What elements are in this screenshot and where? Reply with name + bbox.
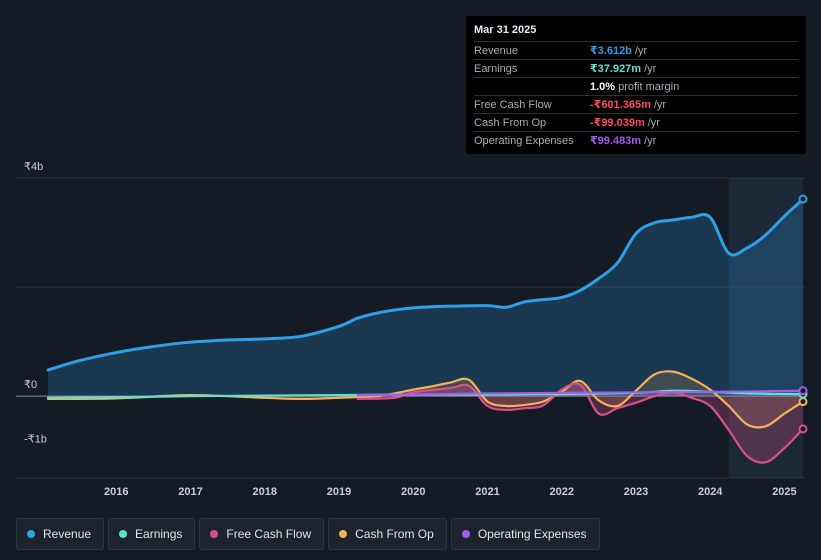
chart: 2016 2017 2018 2019 2020 2021 2022 2023 2024 2025…	[16, 161, 808, 498]
x-tick-label: 2021	[475, 486, 499, 498]
legend-item-earnings[interactable]: Earnings	[108, 518, 196, 550]
x-tick-label: 2025	[772, 486, 796, 498]
legend-item-operating-expenses[interactable]: Operating Expenses	[450, 518, 600, 550]
tooltip-row-value: 1.0%	[590, 80, 616, 93]
tooltip-row-name: Revenue	[474, 44, 519, 57]
tooltip-row-value: ₹37.927m	[590, 63, 642, 75]
tooltip-row-value: -₹99.039m	[590, 117, 645, 129]
tooltip-row-value: -₹601.365m	[590, 99, 651, 111]
tooltip-row-unit: /yr	[644, 134, 657, 147]
x-tick-label: 2023	[624, 486, 648, 498]
y-tick-label: -₹1b	[24, 434, 47, 446]
line-earnings	[46, 389, 805, 399]
tooltip-row: Free Cash Flow -₹601.365m/yr	[474, 95, 798, 113]
legend-dot-icon	[339, 530, 348, 538]
y-tick-label: ₹0	[24, 379, 37, 391]
tooltip-row-unit: /yr	[644, 62, 657, 75]
legend-label: Operating Expenses	[477, 527, 587, 541]
tooltip-row: Revenue ₹3.612b/yr	[474, 41, 798, 59]
tooltip-row-name: Cash From Op	[474, 116, 547, 129]
future-highlight-band	[728, 178, 803, 478]
legend: Revenue Earnings Free Cash Flow Cash From O…	[16, 518, 600, 550]
legend-label: Cash From Op	[355, 527, 434, 541]
x-tick-label: 2016	[104, 486, 128, 498]
tooltip-row-unit: /yr	[634, 44, 648, 57]
legend-label: Earnings	[135, 527, 183, 541]
endpoint-revenue	[798, 194, 808, 204]
tooltip-row-value: ₹3.612b	[590, 45, 632, 57]
area-revenue	[48, 199, 803, 397]
legend-dot-icon	[27, 530, 35, 538]
tooltip-row: Earnings ₹37.927m/yr	[474, 59, 798, 77]
legend-dot-icon	[119, 530, 128, 538]
area-free-cash-flow	[357, 383, 803, 463]
legend-item-free-cash-flow[interactable]: Free Cash Flow	[199, 518, 325, 550]
endpoint-operating-expenses	[798, 386, 808, 396]
tooltip-row-unit: /yr	[647, 116, 660, 129]
x-tick-label: 2019	[327, 486, 351, 498]
line-operating-expenses	[356, 389, 805, 397]
line-cash-from-op	[46, 370, 805, 429]
tooltip-row: 1.0% profit margin	[474, 77, 798, 95]
legend-label: Free Cash Flow	[226, 527, 312, 541]
line-free-cash-flow	[356, 382, 805, 464]
legend-item-revenue[interactable]: Revenue	[16, 518, 105, 550]
legend-dot-icon	[210, 530, 219, 538]
x-tick-label: 2017	[178, 486, 202, 498]
tooltip-row-unit: /yr	[653, 98, 667, 111]
x-tick-label: 2022	[549, 486, 573, 498]
tooltip-row-unit: profit margin	[618, 80, 680, 93]
legend-label: Revenue	[43, 527, 92, 541]
tooltip-row: Operating Expenses ₹99.483m/yr	[474, 131, 798, 149]
tooltip-date: Mar 31 2025	[474, 24, 537, 36]
line-revenue	[46, 197, 805, 372]
x-tick-label: 2024	[698, 486, 723, 498]
tooltip-row-name: Operating Expenses	[474, 134, 574, 147]
x-tick-label: 2020	[401, 486, 425, 498]
endpoint-free-cash-flow	[798, 424, 808, 434]
tooltip-row-name: Earnings	[474, 62, 518, 75]
data-tooltip: Mar 31 2025 Revenue ₹3.612b/yr Earnings ₹37…	[466, 16, 806, 154]
tooltip-row-value: ₹99.483m	[590, 135, 642, 147]
tooltip-row: Cash From Op -₹99.039m/yr	[474, 113, 798, 131]
y-tick-label: ₹4b	[24, 161, 43, 173]
legend-dot-icon	[461, 530, 470, 538]
endpoint-cash-from-op	[798, 397, 808, 407]
legend-item-cash-from-op[interactable]: Cash From Op	[328, 518, 447, 550]
tooltip-row-name: Free Cash Flow	[474, 98, 552, 111]
x-tick-label: 2018	[253, 486, 277, 498]
